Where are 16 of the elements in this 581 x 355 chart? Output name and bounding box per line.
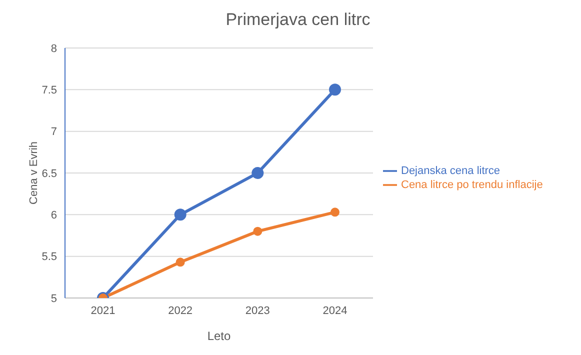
y-tick-label: 5.5	[42, 251, 57, 264]
x-tick-label: 2021	[90, 304, 116, 317]
chart-title: Primerjava cen litrc	[224, 10, 372, 30]
y-tick-label: 6	[50, 210, 57, 222]
x-tick-label: 2023	[245, 304, 270, 317]
y-tick-label: 8	[50, 42, 57, 55]
legend-label: Cena litrce po trendu inflacije	[401, 178, 543, 191]
x-axis-title: Leto	[207, 329, 231, 343]
y-tick-label: 7	[50, 126, 57, 138]
y-tick-label: 6.5	[42, 168, 57, 180]
y-axis-title: Cena v Evrih	[28, 142, 40, 204]
x-tick-label: 2024	[322, 304, 348, 317]
x-tick-label: 2022	[168, 304, 193, 317]
y-tick-label: 7.5	[42, 84, 57, 97]
y-tick-label: 5	[50, 292, 57, 305]
legend-label: Dejanska cena litrce	[401, 164, 500, 177]
